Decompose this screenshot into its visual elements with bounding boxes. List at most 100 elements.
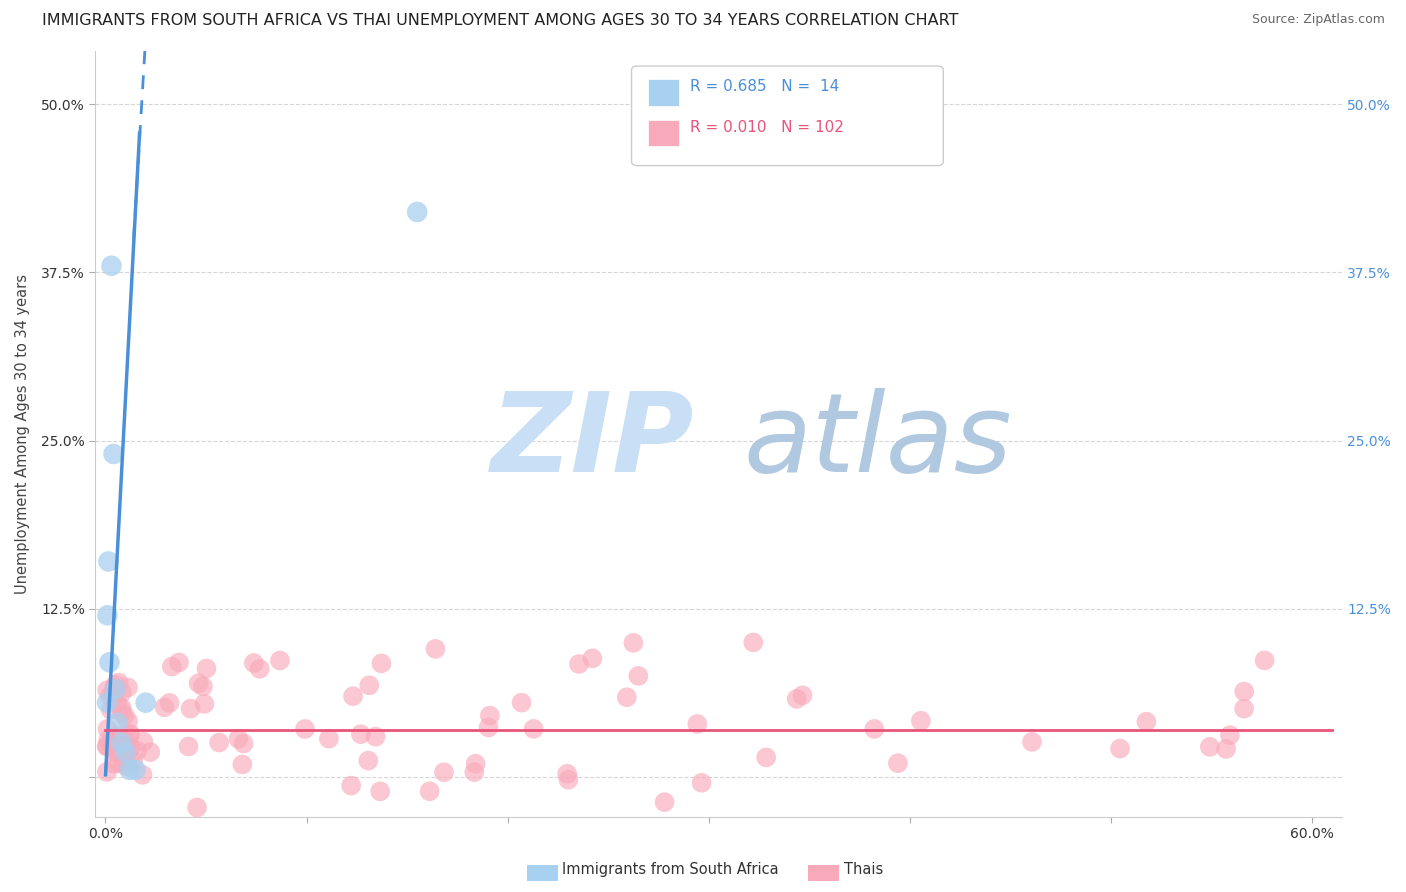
Point xyxy=(478,708,501,723)
Point xyxy=(186,800,208,814)
Point xyxy=(98,656,121,670)
Point xyxy=(616,690,638,705)
Point xyxy=(117,714,139,728)
Point xyxy=(1233,684,1256,698)
Point xyxy=(742,635,765,649)
Point xyxy=(342,689,364,703)
Point xyxy=(115,745,138,759)
Point xyxy=(269,654,291,668)
Point xyxy=(96,696,118,710)
Point xyxy=(464,756,486,771)
Point xyxy=(1135,714,1157,729)
Point xyxy=(103,688,125,702)
Point xyxy=(100,259,122,273)
Point xyxy=(249,662,271,676)
Text: atlas: atlas xyxy=(744,388,1012,495)
Point xyxy=(1198,739,1220,754)
Point xyxy=(103,681,125,695)
Point xyxy=(1215,742,1237,756)
Point xyxy=(686,717,709,731)
Point xyxy=(100,703,122,717)
Point xyxy=(581,651,603,665)
Point xyxy=(654,795,676,809)
FancyBboxPatch shape xyxy=(631,66,943,166)
Point xyxy=(139,745,162,759)
Point xyxy=(108,746,131,760)
Point xyxy=(96,722,118,736)
Point xyxy=(153,700,176,714)
Point xyxy=(1253,653,1275,667)
Point xyxy=(96,683,118,698)
Y-axis label: Unemployment Among Ages 30 to 34 years: Unemployment Among Ages 30 to 34 years xyxy=(15,274,30,594)
Point xyxy=(627,669,650,683)
Point xyxy=(477,721,499,735)
Point xyxy=(887,756,910,771)
Point xyxy=(1219,728,1241,742)
Point xyxy=(510,696,533,710)
Point xyxy=(419,784,441,798)
Point xyxy=(863,722,886,736)
Point xyxy=(191,680,214,694)
Point xyxy=(114,745,136,759)
Point xyxy=(103,447,125,461)
Point xyxy=(208,735,231,749)
Point xyxy=(187,676,209,690)
Point xyxy=(98,736,121,750)
Point xyxy=(120,727,142,741)
Text: Thais: Thais xyxy=(844,863,883,877)
Point xyxy=(231,757,253,772)
Point xyxy=(117,681,139,695)
Point xyxy=(117,759,139,773)
Point xyxy=(243,656,266,670)
Point xyxy=(755,750,778,764)
Point xyxy=(108,675,131,690)
Point xyxy=(195,661,218,675)
Point xyxy=(368,784,391,798)
Point xyxy=(105,745,128,759)
Point xyxy=(690,776,713,790)
Point xyxy=(433,765,456,780)
Point xyxy=(425,641,447,656)
Point xyxy=(1109,741,1132,756)
Point xyxy=(159,696,181,710)
Point xyxy=(115,735,138,749)
Text: R = 0.685   N =  14: R = 0.685 N = 14 xyxy=(690,79,839,95)
Point xyxy=(555,766,578,780)
Text: R = 0.010   N = 102: R = 0.010 N = 102 xyxy=(690,120,844,135)
Point xyxy=(118,763,141,777)
Point xyxy=(96,608,118,623)
Point xyxy=(107,696,129,710)
Point xyxy=(111,685,134,699)
Point xyxy=(107,756,129,770)
Point xyxy=(193,697,215,711)
Point xyxy=(97,554,120,568)
Point xyxy=(135,696,157,710)
Point xyxy=(232,737,254,751)
Point xyxy=(120,740,142,755)
Point xyxy=(180,701,202,715)
Point xyxy=(1021,735,1043,749)
Point xyxy=(357,754,380,768)
Point xyxy=(568,657,591,671)
Point xyxy=(97,733,120,747)
Point xyxy=(359,678,381,692)
Point xyxy=(107,729,129,743)
Point xyxy=(96,739,118,754)
Point xyxy=(124,763,146,777)
Point xyxy=(910,714,932,728)
Point xyxy=(623,636,645,650)
Point xyxy=(177,739,200,754)
Text: IMMIGRANTS FROM SOUTH AFRICA VS THAI UNEMPLOYMENT AMONG AGES 30 TO 34 YEARS CORR: IMMIGRANTS FROM SOUTH AFRICA VS THAI UNE… xyxy=(42,13,959,29)
Point xyxy=(104,682,127,697)
Point xyxy=(103,756,125,771)
Point xyxy=(557,772,579,787)
Point xyxy=(350,727,373,741)
Point xyxy=(118,728,141,742)
Point xyxy=(792,688,814,702)
Point xyxy=(132,734,155,748)
Point xyxy=(370,657,392,671)
Point xyxy=(131,768,153,782)
Point xyxy=(127,744,149,758)
Text: ZIP: ZIP xyxy=(491,388,695,495)
Point xyxy=(523,722,546,736)
